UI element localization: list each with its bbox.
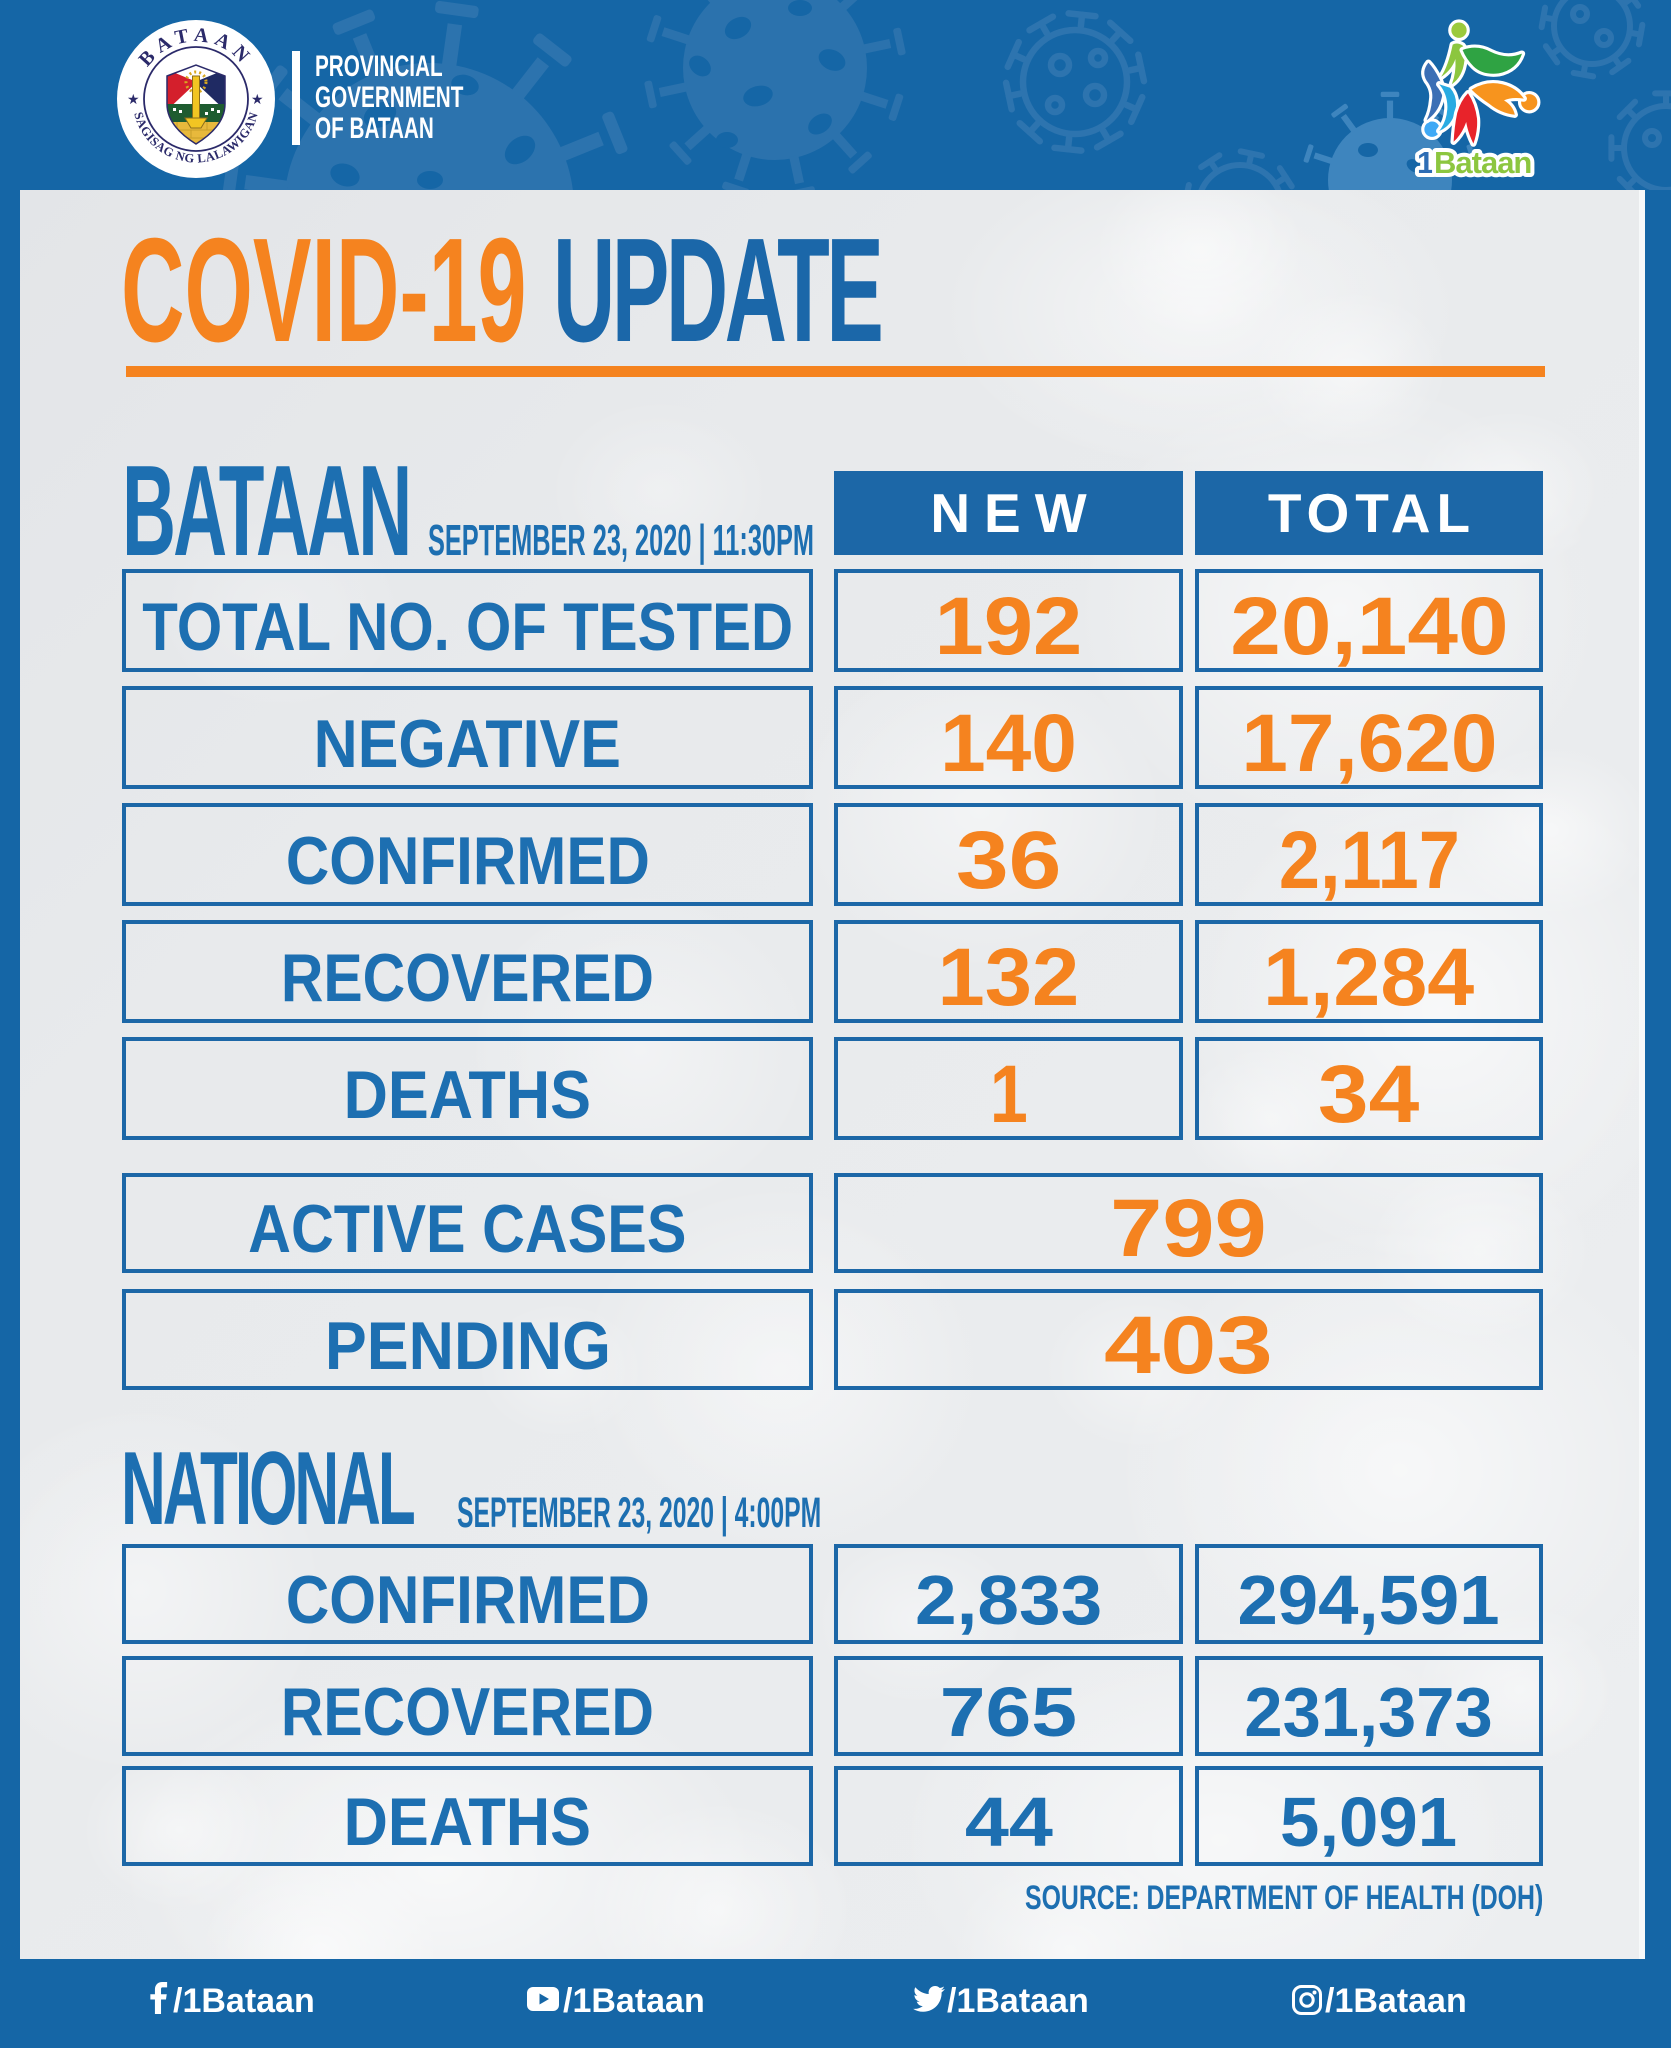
svg-text:★: ★ bbox=[251, 91, 264, 107]
svg-text:★: ★ bbox=[127, 91, 140, 107]
svg-text:Bataan: Bataan bbox=[1434, 145, 1531, 180]
svg-text:1: 1 bbox=[1417, 145, 1434, 180]
